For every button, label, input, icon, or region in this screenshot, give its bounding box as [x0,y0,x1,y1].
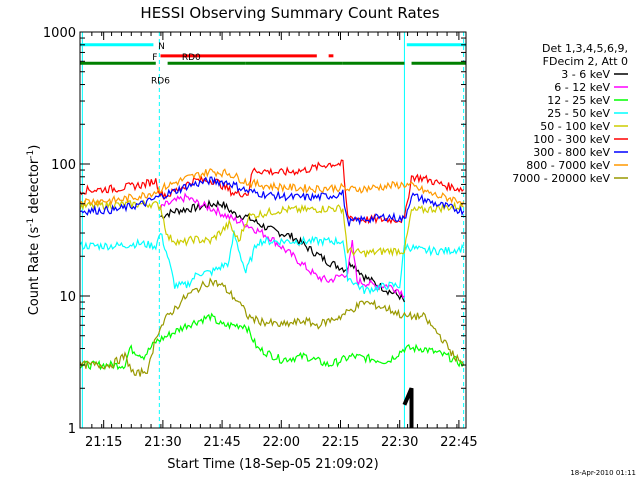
x-tick-label-3: 22:00 [263,435,300,450]
y-tick-label-2: 100 [51,158,76,173]
legend-label-2: 12 - 25 keV [547,94,610,107]
y-tick-label-0: 1 [68,422,76,437]
flag-label-rd6: RD6 [151,77,170,87]
plot-area: NF RD0 RD6 [80,32,466,428]
y-axis-label-main: Count Rate (s [27,227,42,316]
legend-header-0: Det 1,3,4,5,6,9, [542,42,628,55]
legend: Det 1,3,4,5,6,9,FDecim 2, Att 03 - 6 keV… [512,42,628,185]
y-axis-label-sup1: -1 [26,218,36,227]
series-line-3 [80,230,465,295]
series-line-1 [159,192,405,299]
y-axis-label-sup2: -1 [26,150,36,159]
legend-label-5: 100 - 300 keV [533,133,610,146]
legend-label-6: 300 - 800 keV [533,146,610,159]
series-line-2 [80,312,464,371]
chart-title: HESSI Observing Summary Count Rates [140,4,439,22]
series-line-6 [80,176,465,227]
flag-label-rd0: RD0 [182,53,201,63]
legend-label-0: 3 - 6 keV [561,68,610,81]
x-tick-label-0: 21:15 [85,435,122,450]
footer-date: 18-Apr-2010 01:11 [570,469,636,477]
flag-label-f: F [152,53,157,63]
plot-clipped-group [80,32,466,428]
legend-label-8: 7000 - 20000 keV [512,172,610,185]
series-line-4 [80,199,464,258]
legend-label-1: 6 - 12 keV [554,81,610,94]
x-tick-label-6: 22:45 [440,435,477,450]
series-line-8 [80,277,465,377]
legend-label-3: 25 - 50 keV [547,107,610,120]
y-axis-label: Count Rate (s-1 detector-1) [26,145,42,316]
legend-label-7: 800 - 7000 keV [526,159,610,172]
series-line-0 [160,199,405,303]
y-axis-label-mid: detector [27,158,42,218]
x-tick-label-5: 22:30 [381,435,418,450]
series-line-7 [80,168,465,207]
y-tick-label-3: 1000 [43,26,76,41]
series-line-5 [80,159,465,225]
axes: 21:15 21:30 21:45 22:00 22:15 22:30 22:45 1 10 10… [43,26,478,450]
legend-header-1: FDecim 2, Att 0 [543,55,628,68]
legend-label-4: 50 - 100 keV [540,120,610,133]
plot-frame [79,31,467,429]
flag-label-n: N [158,42,165,52]
x-tick-label-4: 22:15 [322,435,359,450]
x-tick-label-2: 21:45 [203,435,240,450]
y-tick-label-1: 10 [59,290,76,305]
y-axis-label-end: ) [27,145,42,150]
x-axis-label: Start Time (18-Sep-05 21:09:02) [167,457,378,472]
series-extra-0 [402,387,414,428]
x-tick-label-1: 21:30 [144,435,181,450]
